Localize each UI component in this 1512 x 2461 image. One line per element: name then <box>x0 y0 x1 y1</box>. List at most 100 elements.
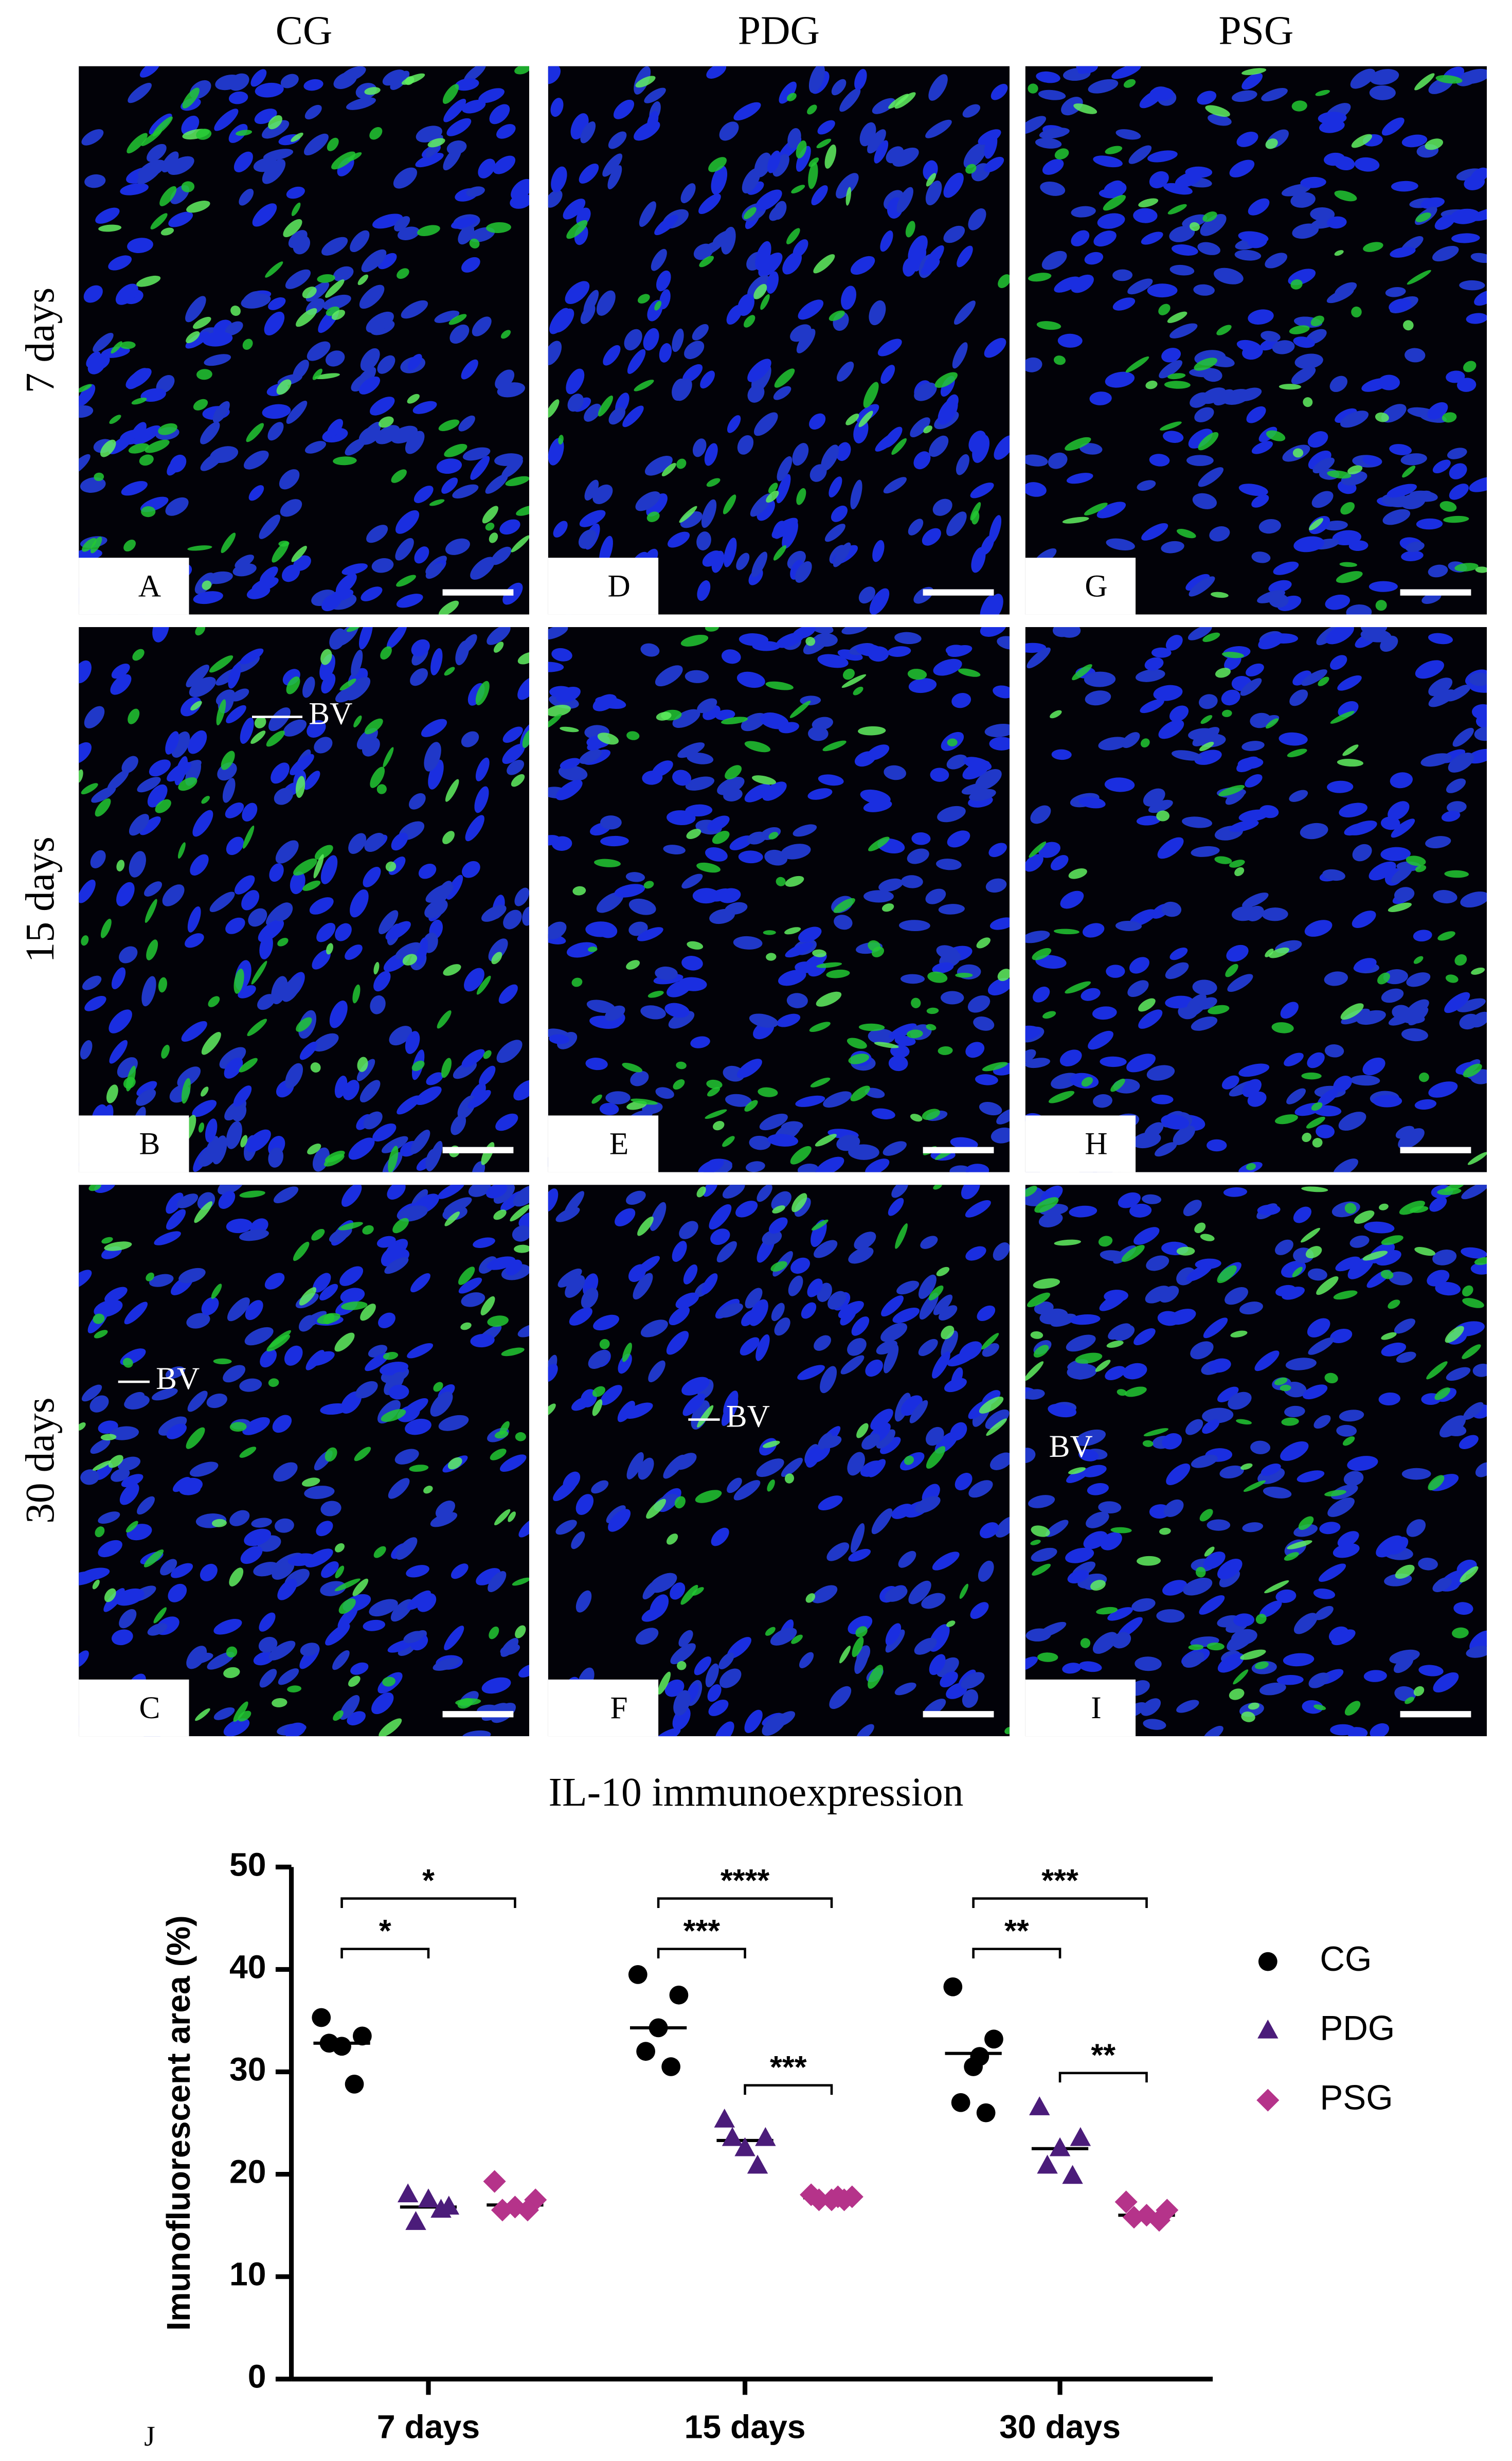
nucleus <box>1217 1653 1245 1673</box>
nucleus <box>351 650 363 677</box>
fluorescence <box>1028 83 1038 94</box>
nucleus <box>1447 448 1467 459</box>
data-point <box>1135 2204 1158 2227</box>
fluorescence <box>1202 211 1217 222</box>
fluorescence <box>1301 1227 1321 1243</box>
fluorescence <box>721 717 748 725</box>
significance-bracket <box>972 1948 1061 1958</box>
fluorescence <box>1336 571 1363 583</box>
nucleus <box>938 904 965 915</box>
nucleus <box>156 374 175 394</box>
nucleus <box>379 910 399 935</box>
nucleus <box>461 731 479 747</box>
fluorescence <box>226 1646 238 1658</box>
nucleus <box>871 1508 893 1535</box>
fluorescence <box>1199 1509 1213 1522</box>
fluorescence <box>770 1261 787 1272</box>
nucleus <box>1401 134 1428 148</box>
nucleus <box>1452 727 1474 747</box>
fluorescence <box>1110 1078 1125 1092</box>
nucleus <box>1098 1501 1122 1514</box>
fluorescence <box>1240 1649 1266 1660</box>
nucleus <box>250 69 267 87</box>
nucleus <box>667 810 696 826</box>
nucleus <box>1039 128 1070 139</box>
fluorescence <box>291 202 301 217</box>
nucleus <box>884 765 907 780</box>
nucleus <box>1161 348 1181 363</box>
nucleus <box>1418 1558 1438 1571</box>
nucleus <box>793 824 817 837</box>
nucleus <box>1307 1052 1325 1068</box>
nucleus <box>406 1565 429 1578</box>
fluorescence <box>131 397 147 405</box>
row-label: 15 days <box>17 836 63 962</box>
nucleus <box>118 1456 141 1471</box>
fluorescence <box>1004 1726 1010 1734</box>
nucleus <box>770 1628 797 1646</box>
fluorescence <box>1413 1686 1425 1697</box>
fluorescence <box>1474 1257 1487 1265</box>
fluorescence <box>816 138 832 149</box>
fluorescence <box>455 1698 481 1706</box>
fluorescence <box>287 1685 302 1692</box>
nucleus <box>555 1207 580 1222</box>
letter-box <box>1025 1115 1136 1172</box>
nucleus <box>152 1388 178 1401</box>
fluorescence <box>934 372 958 388</box>
nucleus <box>579 163 599 184</box>
data-point <box>1070 2127 1091 2146</box>
nucleus <box>667 980 692 997</box>
nucleus <box>548 921 567 940</box>
nucleus <box>503 909 522 930</box>
fluorescence <box>268 1378 279 1387</box>
nucleus <box>1382 509 1411 525</box>
fluorescence <box>238 1710 251 1722</box>
nucleus <box>1376 1535 1403 1558</box>
nucleus <box>555 1520 577 1535</box>
nucleus <box>1092 1006 1117 1020</box>
fluorescence <box>762 1440 780 1448</box>
fluorescence <box>1467 1152 1487 1165</box>
fluorescence <box>307 1144 321 1155</box>
fluorescence <box>1106 1341 1124 1348</box>
fluorescence <box>1342 744 1359 756</box>
nucleus <box>1469 476 1487 492</box>
nucleus <box>518 1518 529 1538</box>
nucleus <box>771 1191 791 1211</box>
fluorescence <box>786 228 800 244</box>
fluorescence <box>713 1121 725 1131</box>
fluorescence <box>824 144 837 169</box>
nucleus <box>1115 129 1141 140</box>
fluorescence <box>213 1358 232 1365</box>
nucleus <box>865 1158 890 1172</box>
nucleus <box>413 486 434 503</box>
panel-letter: F <box>610 1690 628 1725</box>
nucleus <box>84 995 106 1011</box>
nucleus <box>472 316 492 336</box>
nucleus <box>560 758 581 770</box>
nucleus <box>424 742 441 772</box>
fluorescence <box>1363 242 1383 252</box>
nucleus <box>407 354 422 371</box>
nucleus <box>108 255 132 271</box>
fluorescence <box>1292 1267 1303 1277</box>
nucleus <box>1131 1598 1156 1612</box>
fluorescence <box>312 368 323 380</box>
nucleus <box>914 1637 937 1655</box>
fluorescence <box>153 1607 167 1624</box>
nucleus <box>119 1483 139 1505</box>
fluorescence <box>243 825 255 849</box>
nucleus <box>1093 155 1123 168</box>
nucleus <box>140 388 166 402</box>
nucleus <box>1025 1628 1051 1642</box>
nucleus <box>1183 1578 1213 1596</box>
nucleus <box>1293 536 1325 552</box>
nucleus <box>167 156 194 175</box>
data-point <box>826 2185 850 2208</box>
nucleus <box>410 1273 430 1293</box>
fluorescence <box>1199 741 1214 752</box>
nucleus <box>397 1205 428 1222</box>
nucleus <box>705 847 728 862</box>
fluorescence <box>125 1521 138 1533</box>
